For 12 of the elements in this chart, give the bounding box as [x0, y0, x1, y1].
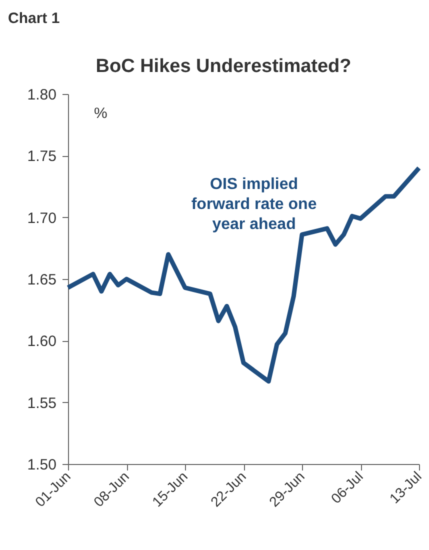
- y-tick-label: 1.50: [27, 456, 56, 474]
- series-label: OIS implied forward rate one year ahead: [191, 176, 317, 233]
- y-axis-title: %: [94, 105, 108, 122]
- y-tick-label: 1.80: [27, 86, 56, 104]
- y-tick-label: 1.75: [27, 148, 56, 166]
- line-series: [66, 166, 422, 384]
- y-tick-label: 1.60: [27, 333, 56, 350]
- chart-title: BoC Hikes Underestimated?: [96, 56, 352, 77]
- caption: Chart 1: [8, 10, 60, 27]
- y-tick-label: 1.70: [27, 210, 56, 227]
- y-tick-label: 1.55: [27, 394, 56, 412]
- y-tick-label: 1.65: [27, 272, 56, 288]
